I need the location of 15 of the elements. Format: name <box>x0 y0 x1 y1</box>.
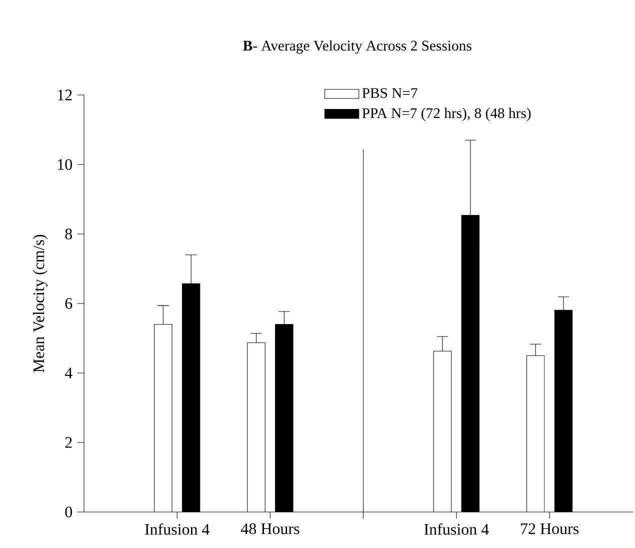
y-tick-label: 10 <box>58 159 72 170</box>
y-tick-label: 4 <box>64 368 72 378</box>
legend-label: PBS N=7 <box>362 88 418 98</box>
y-axis-title: Mean Velocity (cm/s) <box>32 234 48 372</box>
x-tick-label: Infusion 4 <box>424 523 489 535</box>
x-tick-label: Infusion 4 <box>145 523 210 535</box>
y-tick-label: 0 <box>65 506 72 518</box>
y-tick-label: 2 <box>65 437 72 448</box>
y-tick-label: 8 <box>65 228 72 240</box>
x-tick-label: 72 Hours <box>521 523 579 534</box>
chart-title: B- Average Velocity Across 2 Sessions <box>243 40 472 54</box>
x-tick-label: 48 Hours <box>240 523 300 534</box>
legend-label: PPA N=7 (72 hrs), 8 (48 hrs) <box>362 108 531 122</box>
y-tick-label: 12 <box>58 90 72 100</box>
y-tick-label: 6 <box>65 298 72 309</box>
